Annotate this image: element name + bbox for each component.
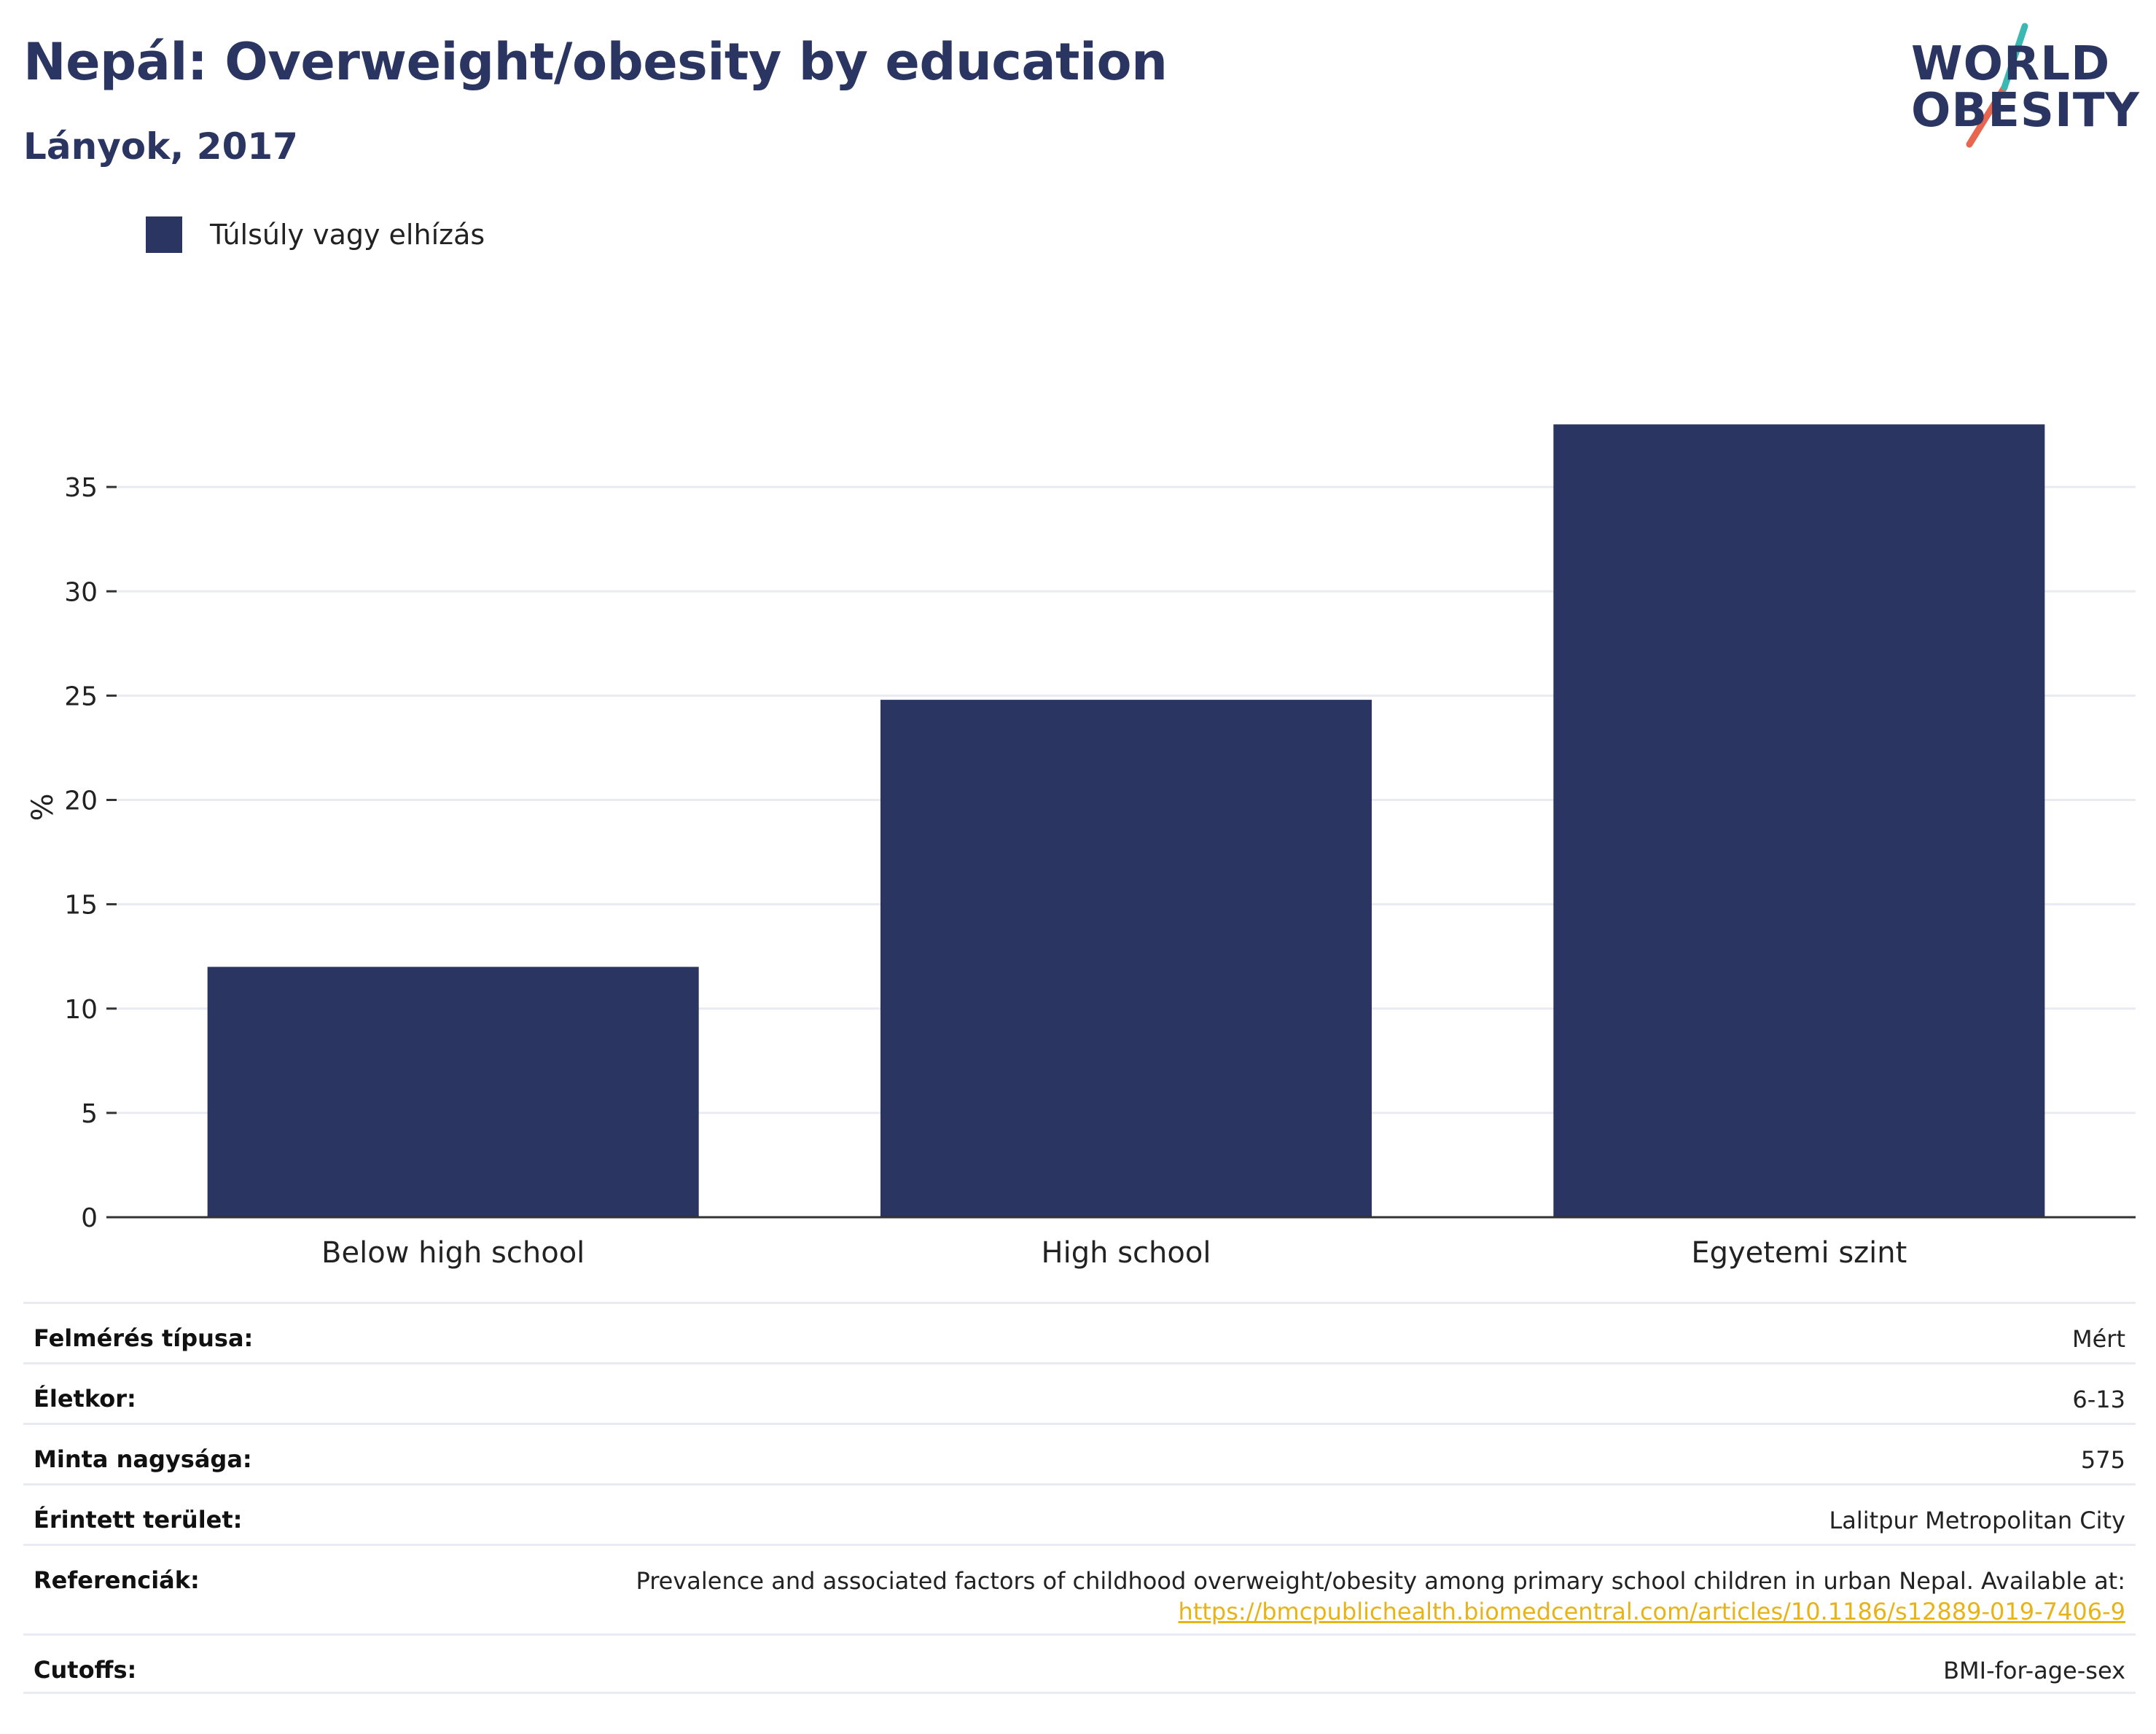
meta-row-age: Életkor: 6-13 [23, 1362, 2136, 1423]
legend-label: Túlsúly vagy elhízás [210, 219, 485, 251]
meta-row-cutoffs: Cutoffs: BMI-for-age-sex [23, 1633, 2136, 1694]
chart-legend: Túlsúly vagy elhízás [146, 216, 485, 254]
reference-text: Prevalence and associated factors of chi… [636, 1567, 2125, 1595]
meta-row-area: Érintett terület: Lalitpur Metropolitan … [23, 1483, 2136, 1544]
meta-value: Prevalence and associated factors of chi… [636, 1566, 2125, 1627]
x-tick-label: High school [1042, 1236, 1211, 1270]
y-tick-label: 15 [64, 891, 98, 921]
meta-value: Lalitpur Metropolitan City [1829, 1507, 2125, 1534]
meta-value: BMI-for-age-sex [1943, 1657, 2125, 1684]
bar [1553, 424, 2045, 1217]
reference-link[interactable]: https://bmcpublichealth.biomedcentral.co… [1178, 1597, 2125, 1625]
meta-label: Életkor: [34, 1385, 136, 1413]
page-title: Nepál: Overweight/obesity by education [23, 32, 1168, 92]
x-tick-label: Below high school [321, 1236, 585, 1270]
y-tick-label: 30 [64, 577, 98, 607]
meta-value: 575 [2080, 1446, 2125, 1474]
y-tick-label: 35 [64, 473, 98, 503]
x-tick-label: Egyetemi szint [1691, 1236, 1907, 1270]
y-tick-label: 20 [64, 786, 98, 816]
meta-value: 6-13 [2072, 1386, 2125, 1413]
world-obesity-logo[interactable]: WORLD OBESITY [1902, 22, 2143, 153]
meta-label: Cutoffs: [34, 1656, 137, 1684]
meta-label: Referenciák: [34, 1566, 200, 1594]
bar [207, 966, 699, 1217]
logo-text-world: WORLD [1911, 37, 2111, 91]
page-subtitle: Lányok, 2017 [23, 125, 298, 168]
logo-slash-icon [1966, 23, 2028, 148]
legend-swatch [146, 216, 182, 253]
meta-label: Felmérés típusa: [34, 1324, 254, 1352]
meta-value: Mért [2072, 1325, 2125, 1353]
y-axis-label: % [26, 793, 60, 821]
y-tick-label: 0 [81, 1203, 98, 1233]
metadata-table: Felmérés típusa: Mért Életkor: 6-13 Mint… [23, 1302, 2136, 1694]
meta-label: Minta nagysága: [34, 1445, 252, 1473]
bar [880, 700, 1372, 1217]
bar-chart: 0 5 10 15 20 25 30 35% Below high school High sch… [26, 424, 2136, 1270]
meta-label: Érintett terület: [34, 1506, 243, 1534]
logo-text-obesity: OBESITY [1911, 84, 2140, 138]
meta-row-references: Referenciák: Prevalence and associated f… [23, 1544, 2136, 1633]
y-tick-label: 10 [64, 995, 98, 1025]
meta-row-survey-type: Felmérés típusa: Mért [23, 1302, 2136, 1362]
meta-row-sample-size: Minta nagysága: 575 [23, 1423, 2136, 1483]
y-tick-label: 25 [64, 682, 98, 711]
y-tick-label: 5 [81, 1099, 98, 1129]
